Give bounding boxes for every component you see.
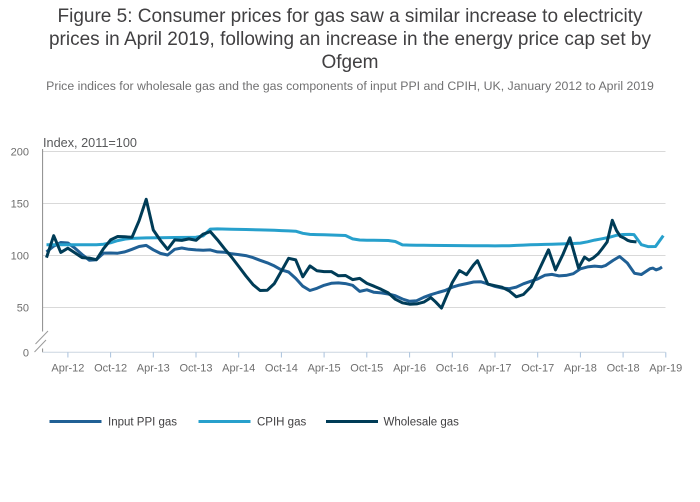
svg-text:Oct-15: Oct-15 xyxy=(350,363,383,375)
svg-text:prices in April 2019, followin: prices in April 2019, following an incre… xyxy=(49,29,652,50)
svg-text:Apr-16: Apr-16 xyxy=(393,363,426,375)
svg-text:Apr-14: Apr-14 xyxy=(222,363,255,375)
svg-text:Ofgem: Ofgem xyxy=(321,52,378,73)
svg-text:Oct-14: Oct-14 xyxy=(265,363,298,375)
svg-text:Apr-17: Apr-17 xyxy=(478,363,511,375)
svg-text:Oct-18: Oct-18 xyxy=(607,363,640,375)
svg-text:Apr-15: Apr-15 xyxy=(308,363,341,375)
svg-text:Oct-17: Oct-17 xyxy=(521,363,554,375)
svg-text:200: 200 xyxy=(11,147,29,159)
svg-text:Price indices for wholesale ga: Price indices for wholesale gas and the … xyxy=(46,79,654,93)
svg-text:50: 50 xyxy=(17,303,29,315)
svg-text:Apr-19: Apr-19 xyxy=(649,363,682,375)
svg-text:Figure 5: Consumer prices for: Figure 5: Consumer prices for gas saw a … xyxy=(58,6,643,27)
svg-text:Oct-13: Oct-13 xyxy=(179,363,212,375)
svg-text:Apr-12: Apr-12 xyxy=(51,363,84,375)
svg-text:Oct-12: Oct-12 xyxy=(94,363,127,375)
svg-text:Oct-16: Oct-16 xyxy=(436,363,469,375)
svg-text:Input PPI gas: Input PPI gas xyxy=(108,417,177,429)
svg-text:Index, 2011=100: Index, 2011=100 xyxy=(43,136,137,150)
svg-text:Wholesale gas: Wholesale gas xyxy=(384,417,460,429)
svg-text:150: 150 xyxy=(11,199,29,211)
svg-text:100: 100 xyxy=(11,251,29,263)
svg-text:0: 0 xyxy=(23,347,29,359)
svg-text:CPIH gas: CPIH gas xyxy=(257,417,306,429)
svg-text:Apr-18: Apr-18 xyxy=(564,363,597,375)
svg-text:Apr-13: Apr-13 xyxy=(137,363,170,375)
